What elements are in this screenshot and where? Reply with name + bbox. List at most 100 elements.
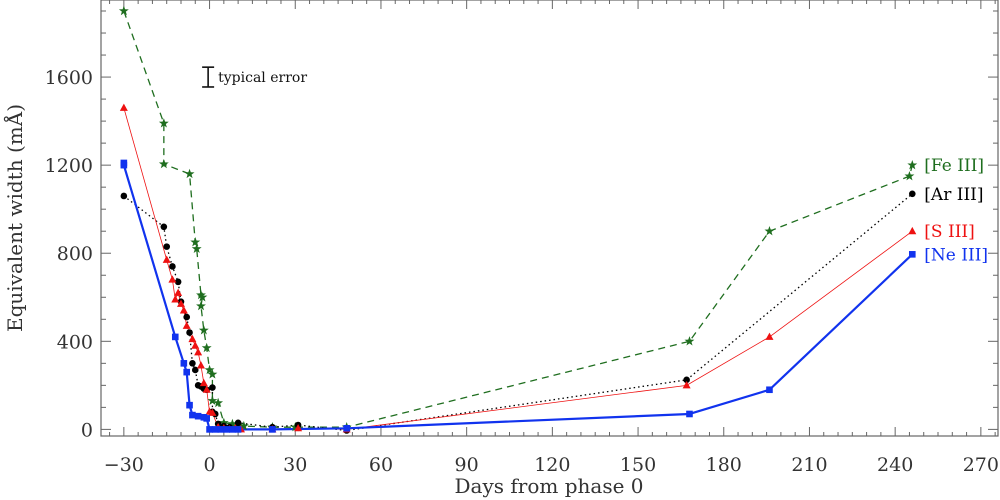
data-point-ne-iii — [171, 333, 179, 341]
data-point-ne-iii — [194, 412, 202, 420]
y-axis-label: Equivalent width (mÅ) — [2, 104, 27, 332]
data-point-s-iii — [176, 299, 185, 307]
data-point-ne-iii — [203, 415, 210, 422]
x-tick-label: 150 — [620, 454, 656, 476]
data-point-ar-iii — [189, 360, 196, 367]
y-tick-label: 0 — [81, 419, 93, 441]
data-point-s-iii — [194, 348, 203, 356]
data-point-fe-iii — [191, 243, 202, 254]
data-point-s-iii — [119, 103, 128, 111]
data-point-s-iii — [188, 334, 197, 343]
data-point-fe-iii — [213, 397, 224, 408]
tick-labels: −30 0 30 60 90 120 150 180 210 240 270 0 400 800 1200 1… — [45, 67, 999, 476]
data-point-ar-iii — [683, 376, 690, 384]
axis-ticks — [101, 0, 998, 436]
x-tick-label: 210 — [791, 454, 827, 476]
data-point-ar-iii — [908, 190, 916, 198]
data-point-fe-iii — [184, 168, 195, 179]
data-point-s-iii — [199, 378, 208, 387]
data-point-fe-iii — [158, 158, 169, 169]
data-point-ar-iii — [169, 263, 176, 270]
x-axis-label: Days from phase 0 — [455, 474, 644, 498]
data-point-fe-iii — [218, 417, 229, 427]
data-point-s-iii — [171, 295, 180, 303]
y-tick-label: 800 — [57, 243, 93, 265]
y-tick-label: 400 — [57, 331, 93, 353]
series-line-s-iii — [123, 107, 913, 430]
data-point-fe-iii — [196, 300, 206, 311]
data-point-ne-iii — [223, 426, 230, 433]
data-point-s-iii — [202, 385, 211, 393]
data-point-ne-iii — [120, 161, 128, 169]
series-label-ar-iii: [Ar III] — [924, 185, 983, 205]
series-label-s-iii: [S III] — [924, 222, 974, 242]
data-point-fe-iii — [197, 292, 208, 302]
data-point-s-iii — [174, 288, 183, 296]
series-label-ne-iii: [Ne III] — [924, 245, 988, 265]
data-point-ne-iii — [686, 410, 693, 418]
series-labels: [Fe III] [Ar III] [S III] [Ne III] — [924, 156, 988, 265]
data-point-ar-iii — [234, 419, 242, 427]
error-label: typical error — [218, 70, 307, 86]
data-point-ne-iii — [206, 426, 213, 433]
data-point-fe-iii — [118, 5, 129, 16]
data-point-s-iii — [162, 255, 171, 263]
data-point-ne-iii — [908, 251, 916, 258]
data-point-s-iii — [179, 306, 188, 314]
data-point-fe-iii — [198, 325, 209, 335]
data-point-s-iii — [191, 341, 200, 349]
data-point-fe-iii — [290, 421, 301, 432]
data-point-s-iii — [682, 381, 691, 389]
data-point-s-iii — [168, 275, 177, 283]
data-point-fe-iii — [907, 159, 918, 170]
data-point-ne-iii — [269, 426, 276, 433]
data-point-ne-iii — [217, 426, 225, 433]
data-point-fe-iii — [158, 118, 169, 128]
data-point-fe-iii — [196, 289, 206, 300]
data-point-ar-iii — [120, 192, 128, 200]
x-tick-label: 90 — [455, 454, 479, 476]
data-point-fe-iii — [207, 395, 218, 405]
series-line-ne-iii — [122, 162, 914, 431]
series-line-ar-iii — [123, 193, 913, 432]
data-point-s-iii — [765, 332, 774, 340]
data-point-ar-iii — [191, 366, 199, 374]
x-tick-label: −30 — [104, 454, 144, 476]
data-point-s-iii — [208, 408, 217, 416]
data-point-fe-iii — [764, 226, 775, 236]
x-tick-label: 0 — [204, 454, 216, 476]
data-point-s-iii — [196, 361, 205, 369]
data-point-s-iii — [908, 226, 917, 235]
data-point-ne-iii — [211, 426, 219, 433]
data-point-fe-iii — [227, 418, 238, 429]
plot-frame — [100, 0, 999, 437]
data-point-fe-iii — [201, 342, 212, 353]
y-tick-label: 1600 — [45, 67, 93, 89]
data-point-ar-iii — [183, 313, 191, 321]
typical-error-annotation: typical error — [202, 66, 307, 88]
y-tick-label: 1200 — [45, 155, 93, 177]
data-point-ne-iii — [180, 360, 188, 367]
data-point-fe-iii — [207, 369, 218, 379]
data-point-ar-iii — [209, 384, 216, 391]
x-tick-label: 270 — [963, 454, 999, 476]
data-point-ne-iii — [183, 368, 191, 376]
x-tick-label: 180 — [706, 454, 742, 476]
data-point-ar-iii — [186, 329, 193, 336]
data-point-fe-iii — [684, 336, 695, 346]
x-tick-label: 30 — [283, 454, 307, 476]
series-label-fe-iii: [Fe III] — [924, 156, 984, 176]
series-markers — [118, 5, 918, 434]
data-point-fe-iii — [204, 364, 215, 375]
x-tick-label: 60 — [369, 454, 393, 476]
data-point-ar-iii — [163, 243, 171, 250]
data-point-ar-iii — [174, 278, 182, 286]
data-point-s-iii — [294, 423, 303, 432]
x-tick-label: 240 — [877, 454, 913, 476]
data-point-ne-iii — [343, 424, 350, 432]
data-point-ne-iii — [229, 426, 236, 433]
data-point-ne-iii — [186, 401, 193, 409]
data-point-s-iii — [182, 321, 191, 329]
x-tick-label: 120 — [534, 454, 570, 476]
